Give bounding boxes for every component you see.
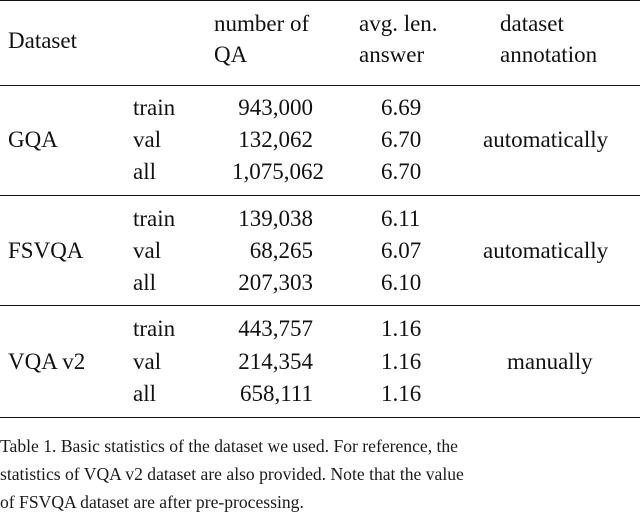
num-qa-value: 214,354: [238, 349, 313, 374]
num-qa-value: 132,062: [238, 127, 313, 152]
avg-len-value: 6.70: [381, 159, 422, 184]
group-name-fsvqa: FSVQA: [8, 238, 84, 263]
header-annotation-line2: annotation: [500, 42, 598, 67]
split-label: val: [133, 238, 162, 263]
avg-len-value: 6.70: [381, 127, 422, 152]
header-avg-len-line2: answer: [359, 42, 425, 67]
group-divider-rule: [0, 305, 640, 306]
table-bottom-rule: [0, 417, 640, 418]
avg-len-value: 6.11: [381, 206, 421, 231]
header-avg-len-line1: avg. len.: [359, 11, 438, 36]
caption-line: statistics of VQA v2 dataset are also pr…: [0, 464, 464, 484]
avg-len-value: 6.07: [381, 238, 422, 263]
num-qa-value: 443,757: [238, 316, 313, 341]
avg-len-value: 1.16: [381, 316, 422, 341]
num-qa-value: 68,265: [249, 238, 313, 263]
annotation-value: automatically: [483, 238, 609, 263]
split-label: val: [133, 127, 162, 152]
avg-len-value: 6.10: [381, 270, 422, 295]
split-label: all: [133, 270, 156, 295]
table-caption: Table 1. Basic statistics of the dataset…: [0, 432, 640, 516]
header-num-qa-line1: number of: [214, 11, 310, 36]
header-num-qa-line2: QA: [214, 42, 248, 67]
num-qa-value: 1,075,062: [232, 159, 324, 184]
avg-len-value: 1.16: [381, 349, 422, 374]
num-qa-value: 943,000: [238, 95, 313, 120]
group-name-gqa: GQA: [8, 127, 58, 152]
split-label: all: [133, 159, 156, 184]
annotation-value: manually: [507, 349, 593, 374]
split-label: val: [133, 349, 162, 374]
header-annotation-line1: dataset: [500, 11, 564, 36]
avg-len-value: 6.69: [381, 95, 422, 120]
header-dataset: Dataset: [8, 28, 77, 53]
table-top-rule: [0, 0, 640, 1]
group-name-vqa-v2: VQA v2: [8, 349, 86, 374]
avg-len-value: 1.16: [381, 381, 422, 406]
split-label: train: [133, 206, 176, 231]
split-label: train: [133, 95, 176, 120]
num-qa-value: 139,038: [238, 206, 313, 231]
header-rule: [0, 85, 640, 86]
split-label: train: [133, 316, 176, 341]
group-divider-rule: [0, 195, 640, 196]
caption-line: of FSVQA dataset are after pre-processin…: [0, 492, 304, 512]
annotation-value: automatically: [483, 127, 609, 152]
num-qa-value: 658,111: [239, 381, 313, 406]
caption-line: Table 1. Basic statistics of the dataset…: [0, 436, 458, 456]
split-label: all: [133, 381, 156, 406]
num-qa-value: 207,303: [238, 270, 313, 295]
